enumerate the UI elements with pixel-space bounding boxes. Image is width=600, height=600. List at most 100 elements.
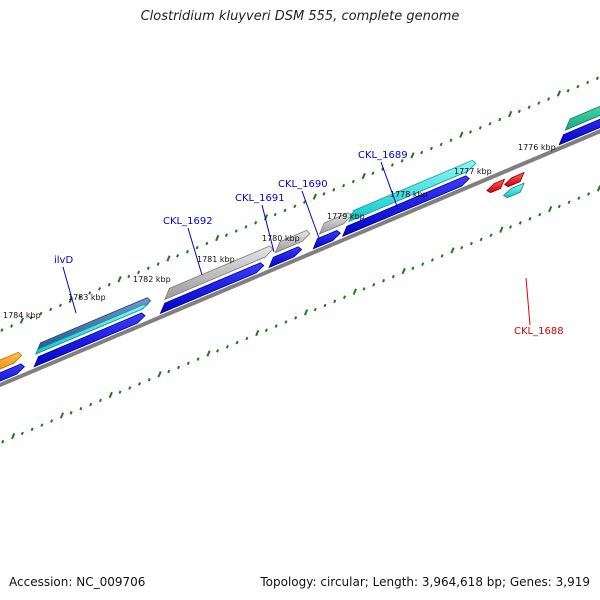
gene-label: CKL_1691 bbox=[235, 193, 285, 204]
position-label: 1780 kbp bbox=[262, 234, 300, 243]
label-layer: 1784 kbp 1783 kbp 1782 kbp 1781 kbp 1780 kbp… bbox=[3, 143, 564, 337]
gene-label: CKL_1689 bbox=[358, 150, 408, 161]
gene-label-leader bbox=[261, 204, 275, 253]
gene-feature-orange bbox=[0, 351, 23, 370]
inner-tick bbox=[528, 217, 532, 221]
inner-tick bbox=[196, 357, 200, 361]
outer-tick bbox=[146, 266, 150, 270]
inner-tick bbox=[303, 309, 309, 316]
outer-tick bbox=[527, 105, 531, 109]
inner-tick bbox=[333, 299, 337, 304]
inner-tick bbox=[118, 390, 122, 394]
inner-tick bbox=[508, 225, 513, 229]
position-label: 1776 kbp bbox=[518, 143, 556, 152]
inner-tick bbox=[352, 288, 357, 295]
inner-tick bbox=[469, 241, 473, 246]
outer-tick bbox=[439, 142, 443, 147]
outer-tick bbox=[478, 126, 482, 130]
cds-feature bbox=[312, 230, 341, 250]
outer-tick bbox=[537, 101, 541, 105]
outer-tick bbox=[39, 311, 43, 316]
outer-tick bbox=[10, 324, 14, 328]
inner-tick bbox=[274, 324, 278, 328]
outer-tick bbox=[19, 317, 25, 324]
inner-tick bbox=[479, 237, 483, 242]
outer-tick bbox=[420, 150, 424, 155]
genome-backbone bbox=[0, 129, 600, 388]
inner-tick bbox=[538, 212, 542, 217]
position-label: 1782 kbp bbox=[133, 275, 171, 284]
outer-tick bbox=[29, 316, 33, 320]
outer-tick bbox=[488, 121, 492, 126]
inner-tick bbox=[440, 254, 444, 258]
outer-tick bbox=[390, 163, 394, 167]
gene-label: ilvD bbox=[54, 255, 73, 266]
outer-tick bbox=[78, 295, 82, 299]
inner-tick bbox=[294, 316, 298, 320]
outer-tick bbox=[361, 172, 366, 180]
outer-tick bbox=[49, 307, 53, 312]
inner-tick bbox=[108, 391, 113, 399]
outer-tick bbox=[195, 245, 199, 250]
inner-tick bbox=[577, 196, 581, 200]
outer-tick bbox=[117, 276, 122, 283]
inner-tick bbox=[235, 340, 239, 345]
gene-label: CKL_1690 bbox=[278, 179, 328, 190]
inner-tick bbox=[255, 329, 260, 337]
outer-tick bbox=[185, 249, 189, 254]
gene-label-leader bbox=[187, 227, 203, 276]
outer-tick bbox=[273, 212, 277, 217]
outer-tick bbox=[156, 262, 160, 266]
outer-tick bbox=[215, 234, 220, 242]
inner-tick bbox=[567, 200, 571, 205]
outer-tick bbox=[97, 287, 102, 291]
outer-tick bbox=[127, 274, 131, 279]
outer-tick bbox=[0, 328, 4, 332]
position-label: 1778 kbp bbox=[390, 190, 428, 199]
inner-tick bbox=[430, 258, 434, 262]
outer-tick bbox=[254, 221, 258, 225]
inner-tick bbox=[216, 349, 220, 353]
inner-tick bbox=[98, 398, 102, 403]
position-label: 1777 kbp bbox=[454, 167, 492, 176]
inner-tick bbox=[391, 274, 395, 279]
inner-tick bbox=[30, 427, 34, 432]
outer-tick bbox=[322, 192, 326, 196]
outer-tick bbox=[244, 225, 248, 229]
outer-tick bbox=[351, 179, 355, 184]
outer-tick bbox=[595, 76, 599, 81]
inner-tick bbox=[460, 245, 464, 250]
inner-tick bbox=[401, 267, 406, 275]
inner-tick bbox=[20, 431, 24, 436]
backbone-line bbox=[0, 129, 600, 388]
outer-tick bbox=[176, 254, 180, 258]
genome-summary-text: Topology: circular; Length: 3,964,618 bp… bbox=[260, 575, 590, 589]
gene-feature-cyan bbox=[348, 159, 477, 223]
outer-tick bbox=[88, 291, 92, 295]
reverse-gene-feature-red bbox=[503, 171, 525, 188]
outer-tick bbox=[332, 188, 336, 192]
outer-tick bbox=[429, 146, 433, 151]
inner-tick bbox=[264, 328, 268, 332]
inner-tick bbox=[557, 204, 561, 209]
outer-tick bbox=[293, 204, 297, 209]
gene-label-leader bbox=[301, 190, 320, 239]
reverse-gene-feature-cyan bbox=[503, 182, 525, 199]
inner-tick bbox=[587, 192, 591, 196]
outer-tick bbox=[58, 303, 62, 308]
inner-tick bbox=[206, 350, 211, 357]
outer-tick bbox=[459, 131, 464, 138]
gene-label-leader bbox=[380, 161, 399, 210]
inner-tick bbox=[50, 419, 54, 423]
inner-tick bbox=[313, 307, 317, 312]
inner-tick bbox=[177, 365, 181, 370]
inner-tick bbox=[518, 221, 522, 225]
outer-tick bbox=[566, 88, 570, 93]
inner-tick bbox=[157, 371, 162, 378]
outer-tick bbox=[547, 97, 551, 101]
outer-tick bbox=[508, 110, 513, 118]
inner-tick bbox=[59, 412, 65, 419]
outer-tick bbox=[234, 229, 238, 233]
inner-tick bbox=[548, 206, 553, 213]
